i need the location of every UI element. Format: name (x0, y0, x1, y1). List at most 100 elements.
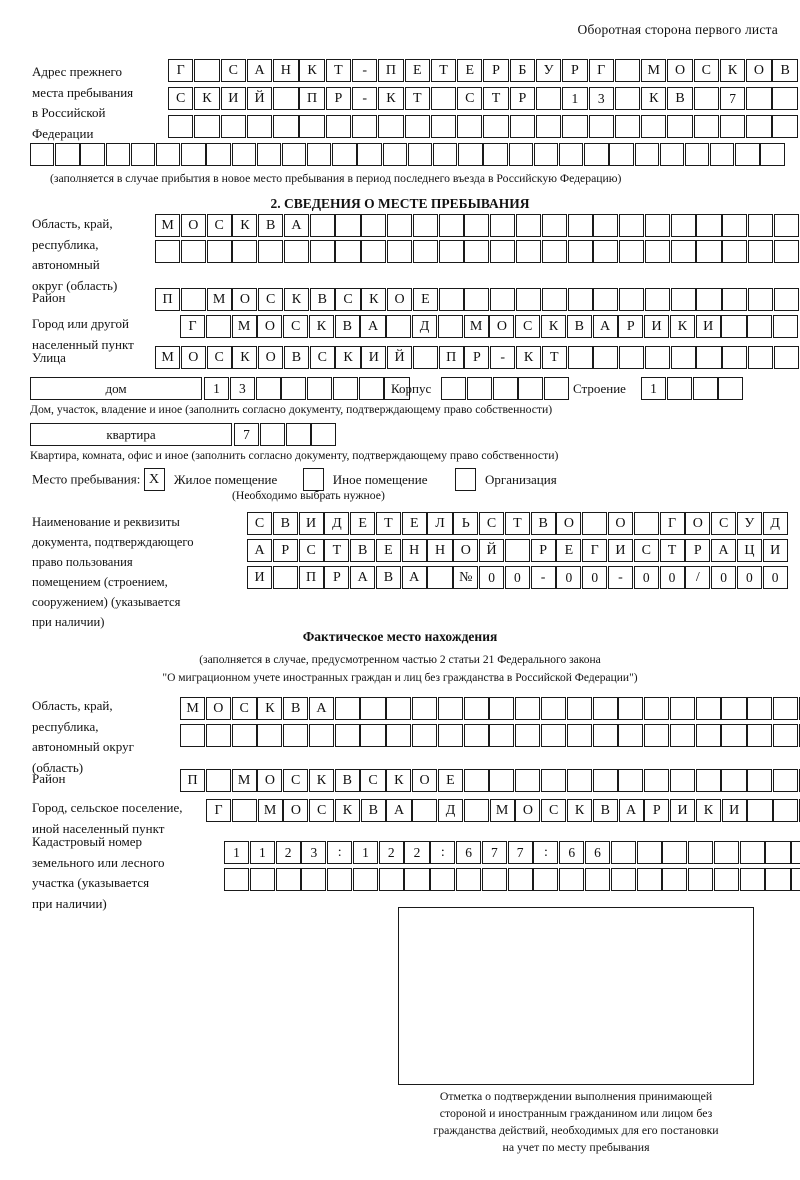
region-cell-10[interactable] (412, 214, 438, 237)
actual-region-cell-10[interactable] (437, 724, 463, 747)
document-cell-14[interactable]: О (607, 512, 634, 535)
actual-region-cell-14[interactable] (540, 697, 567, 720)
region-cell-12[interactable] (464, 214, 490, 237)
city-cell-9[interactable]: Д (412, 315, 438, 338)
actual-district-cell-22[interactable] (747, 769, 773, 792)
prev-address-cell-8[interactable]: П (378, 59, 404, 82)
prev-address-cell-2[interactable] (80, 143, 105, 166)
district-cell-14[interactable] (515, 288, 542, 311)
checkbox-zhiloe[interactable]: X (143, 467, 165, 491)
document-cell-5[interactable]: Т (375, 512, 401, 535)
document-cell-14[interactable]: И (607, 539, 634, 562)
document-cell-19[interactable]: У (736, 512, 762, 535)
document-cell-18[interactable]: А (711, 539, 737, 562)
district-cell-7[interactable]: С (335, 288, 361, 311)
flat-cell-0[interactable]: 7 (234, 423, 260, 446)
prev-address-cell-20[interactable] (533, 143, 559, 166)
cadastral-cell-13[interactable] (559, 868, 585, 891)
prev-address-cell-3[interactable]: Й (246, 87, 273, 110)
prev-address-cell-18[interactable] (641, 115, 667, 138)
city-cell-16[interactable]: А (592, 315, 618, 338)
region-cell-17[interactable] (593, 240, 619, 263)
actual-district-cell-24[interactable] (798, 769, 800, 792)
region-cell-20[interactable] (670, 214, 696, 237)
region-cell-9[interactable] (387, 214, 413, 237)
city-cell-3[interactable]: О (257, 315, 283, 338)
document-cell-17[interactable]: Р (685, 539, 711, 562)
document-grid-row-3[interactable]: И П Р А В А № 0 0-0 0-0 0/0 0 0 (247, 566, 788, 589)
actual-region-cell-12[interactable] (489, 697, 515, 720)
actual-city-cell-7[interactable]: А (386, 799, 412, 822)
street-cell-2[interactable]: С (206, 346, 232, 369)
actual-city-cell-20[interactable]: И (721, 799, 747, 822)
actual-region-cell-7[interactable] (360, 724, 386, 747)
actual-district-cell-12[interactable] (489, 769, 515, 792)
document-cell-14[interactable]: - (607, 566, 634, 589)
house-cell-3[interactable] (281, 377, 307, 400)
prev-address-cell-2[interactable]: И (220, 87, 246, 110)
cadastral-cell-22[interactable] (791, 868, 800, 891)
actual-district-cell-16[interactable] (592, 769, 618, 792)
district-cell-23[interactable] (747, 288, 774, 311)
house-cell-7[interactable] (384, 377, 410, 400)
actual-city-cell-19[interactable]: К (695, 799, 721, 822)
actual-city-cell-4[interactable]: С (309, 799, 335, 822)
actual-city-cell-2[interactable]: М (257, 799, 283, 822)
prev-address-cell-6[interactable] (325, 115, 352, 138)
document-cell-0[interactable]: А (247, 539, 273, 562)
document-cell-10[interactable] (504, 539, 530, 562)
actual-district-cell-1[interactable] (205, 769, 231, 792)
prev-address-cell-3[interactable] (105, 143, 130, 166)
prev-address-cell-29[interactable] (760, 143, 785, 166)
street-cell-9[interactable]: Й (387, 346, 413, 369)
actual-region-cell-7[interactable] (360, 697, 386, 720)
region-cell-12[interactable] (464, 240, 490, 263)
actual-city-cell-1[interactable] (231, 799, 257, 822)
region-cell-4[interactable]: В (258, 214, 284, 237)
prev-address-cell-16[interactable] (433, 143, 458, 166)
actual-region-cell-2[interactable] (231, 724, 257, 747)
cadastral-cell-3[interactable] (301, 868, 327, 891)
prev-address-cell-6[interactable] (181, 143, 206, 166)
district-cell-5[interactable]: К (283, 288, 309, 311)
actual-district-cell-21[interactable] (721, 769, 747, 792)
stroenie-cell-1[interactable] (666, 377, 692, 400)
cadastral-cell-4[interactable] (327, 868, 353, 891)
document-cell-2[interactable]: И (298, 512, 324, 535)
region-grid-row-2[interactable] (155, 240, 800, 263)
document-cell-19[interactable]: 0 (736, 566, 762, 589)
actual-region-cell-11[interactable] (463, 724, 489, 747)
prev-address-cell-14[interactable] (382, 143, 408, 166)
street-cell-22[interactable] (722, 346, 748, 369)
document-cell-13[interactable] (582, 512, 608, 535)
region-cell-1[interactable] (180, 240, 206, 263)
street-cell-3[interactable]: К (232, 346, 258, 369)
prev-address-cell-4[interactable] (273, 115, 299, 138)
prev-address-cell-17[interactable] (614, 59, 641, 82)
prev-address-cell-22[interactable] (746, 115, 772, 138)
stroenie-grid[interactable]: 1 (641, 377, 744, 400)
house-cell-5[interactable] (332, 377, 358, 400)
actual-region-cell-6[interactable] (334, 724, 360, 747)
region-cell-16[interactable] (567, 214, 593, 237)
city-cell-0[interactable]: Г (180, 315, 206, 338)
document-cell-19[interactable]: Ц (736, 539, 762, 562)
district-cell-6[interactable]: В (309, 288, 335, 311)
prev-address-cell-9[interactable]: Т (404, 87, 430, 110)
prev-address-cell-6[interactable]: Т (325, 59, 352, 82)
region-cell-6[interactable] (309, 214, 335, 237)
city-cell-11[interactable]: М (463, 315, 489, 338)
actual-region-cell-22[interactable] (747, 724, 773, 747)
cadastral-cell-17[interactable] (662, 868, 688, 891)
document-cell-5[interactable]: В (375, 566, 401, 589)
prev-address-cell-24[interactable] (634, 143, 659, 166)
document-cell-15[interactable]: 0 (633, 566, 659, 589)
district-cell-24[interactable] (773, 288, 799, 311)
document-cell-18[interactable]: С (711, 512, 737, 535)
document-cell-12[interactable]: О (556, 512, 582, 535)
actual-region-cell-17[interactable] (618, 724, 644, 747)
city-cell-20[interactable]: И (695, 315, 721, 338)
prev-address-cell-4[interactable] (130, 143, 156, 166)
